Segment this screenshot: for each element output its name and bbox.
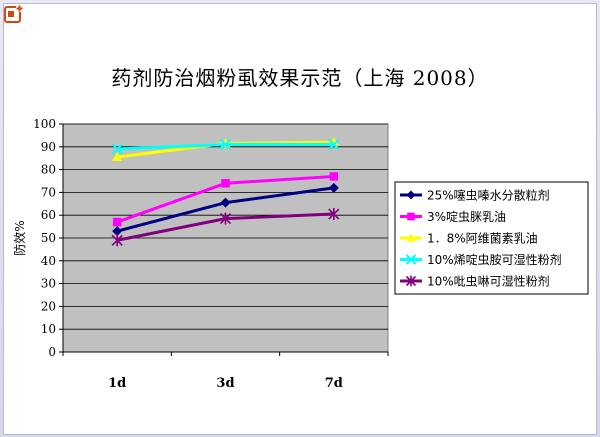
legend-label: 3%啶虫脒乳油 [427,209,506,224]
y-tick-label: 40 [41,254,56,268]
data-point [111,234,123,247]
y-tick-label: 0 [48,345,56,359]
data-point [329,172,339,181]
y-tick-label: 80 [41,163,56,177]
y-tick-label: 70 [41,185,56,199]
y-axis-label: 防效% [12,220,27,255]
legend-label: 10%烯啶虫胺可湿性粉剂 [427,252,562,267]
data-point [328,208,340,221]
data-point [405,254,417,265]
legend-label: 10%吡虫啉可湿性粉剂 [427,274,550,289]
x-tick-label: 1d [108,376,126,391]
data-point [405,275,417,287]
legend-item: 10%吡虫啉可湿性粉剂 [400,274,550,289]
x-tick-label: 3d [216,376,234,391]
y-tick-label: 50 [41,231,56,245]
legend-label: 1．8%阿维菌素乳油 [427,232,538,246]
legend-item: 25%噻虫嗪水分散粒剂 [400,188,550,203]
data-point [221,179,230,188]
data-point [219,212,232,225]
chart-title: 药剂防治烟粉虱效果示范（上海 2008） [111,66,489,90]
y-tick-label: 100 [33,117,56,131]
series-1 [112,182,339,237]
data-point [219,138,232,151]
data-point [220,197,231,208]
series-5 [111,208,340,247]
y-tick-label: 90 [41,140,56,154]
data-point [406,233,416,242]
y-tick-label: 60 [41,208,56,222]
data-point [111,143,123,155]
x-tick-label: 7d [325,376,343,391]
legend-box [394,181,589,295]
legend-label: 25%噻虫嗪水分散粒剂 [427,188,550,203]
legend-item: 3%啶虫脒乳油 [400,209,506,224]
series-4 [111,138,340,155]
y-tick-label: 20 [41,299,56,313]
y-tick-label: 10 [41,322,56,336]
slide-add-icon[interactable] [4,4,24,24]
y-tick-label: 30 [41,277,56,291]
data-point [406,190,416,200]
legend-item: 10%烯啶虫胺可湿性粉剂 [400,252,562,267]
data-point [112,226,123,237]
series-2 [112,172,339,227]
data-point [112,152,123,162]
data-point [112,217,122,227]
legend-item: 1．8%阿维菌素乳油 [400,232,538,246]
data-point [328,182,339,193]
data-point [328,138,340,151]
data-point [407,212,415,221]
